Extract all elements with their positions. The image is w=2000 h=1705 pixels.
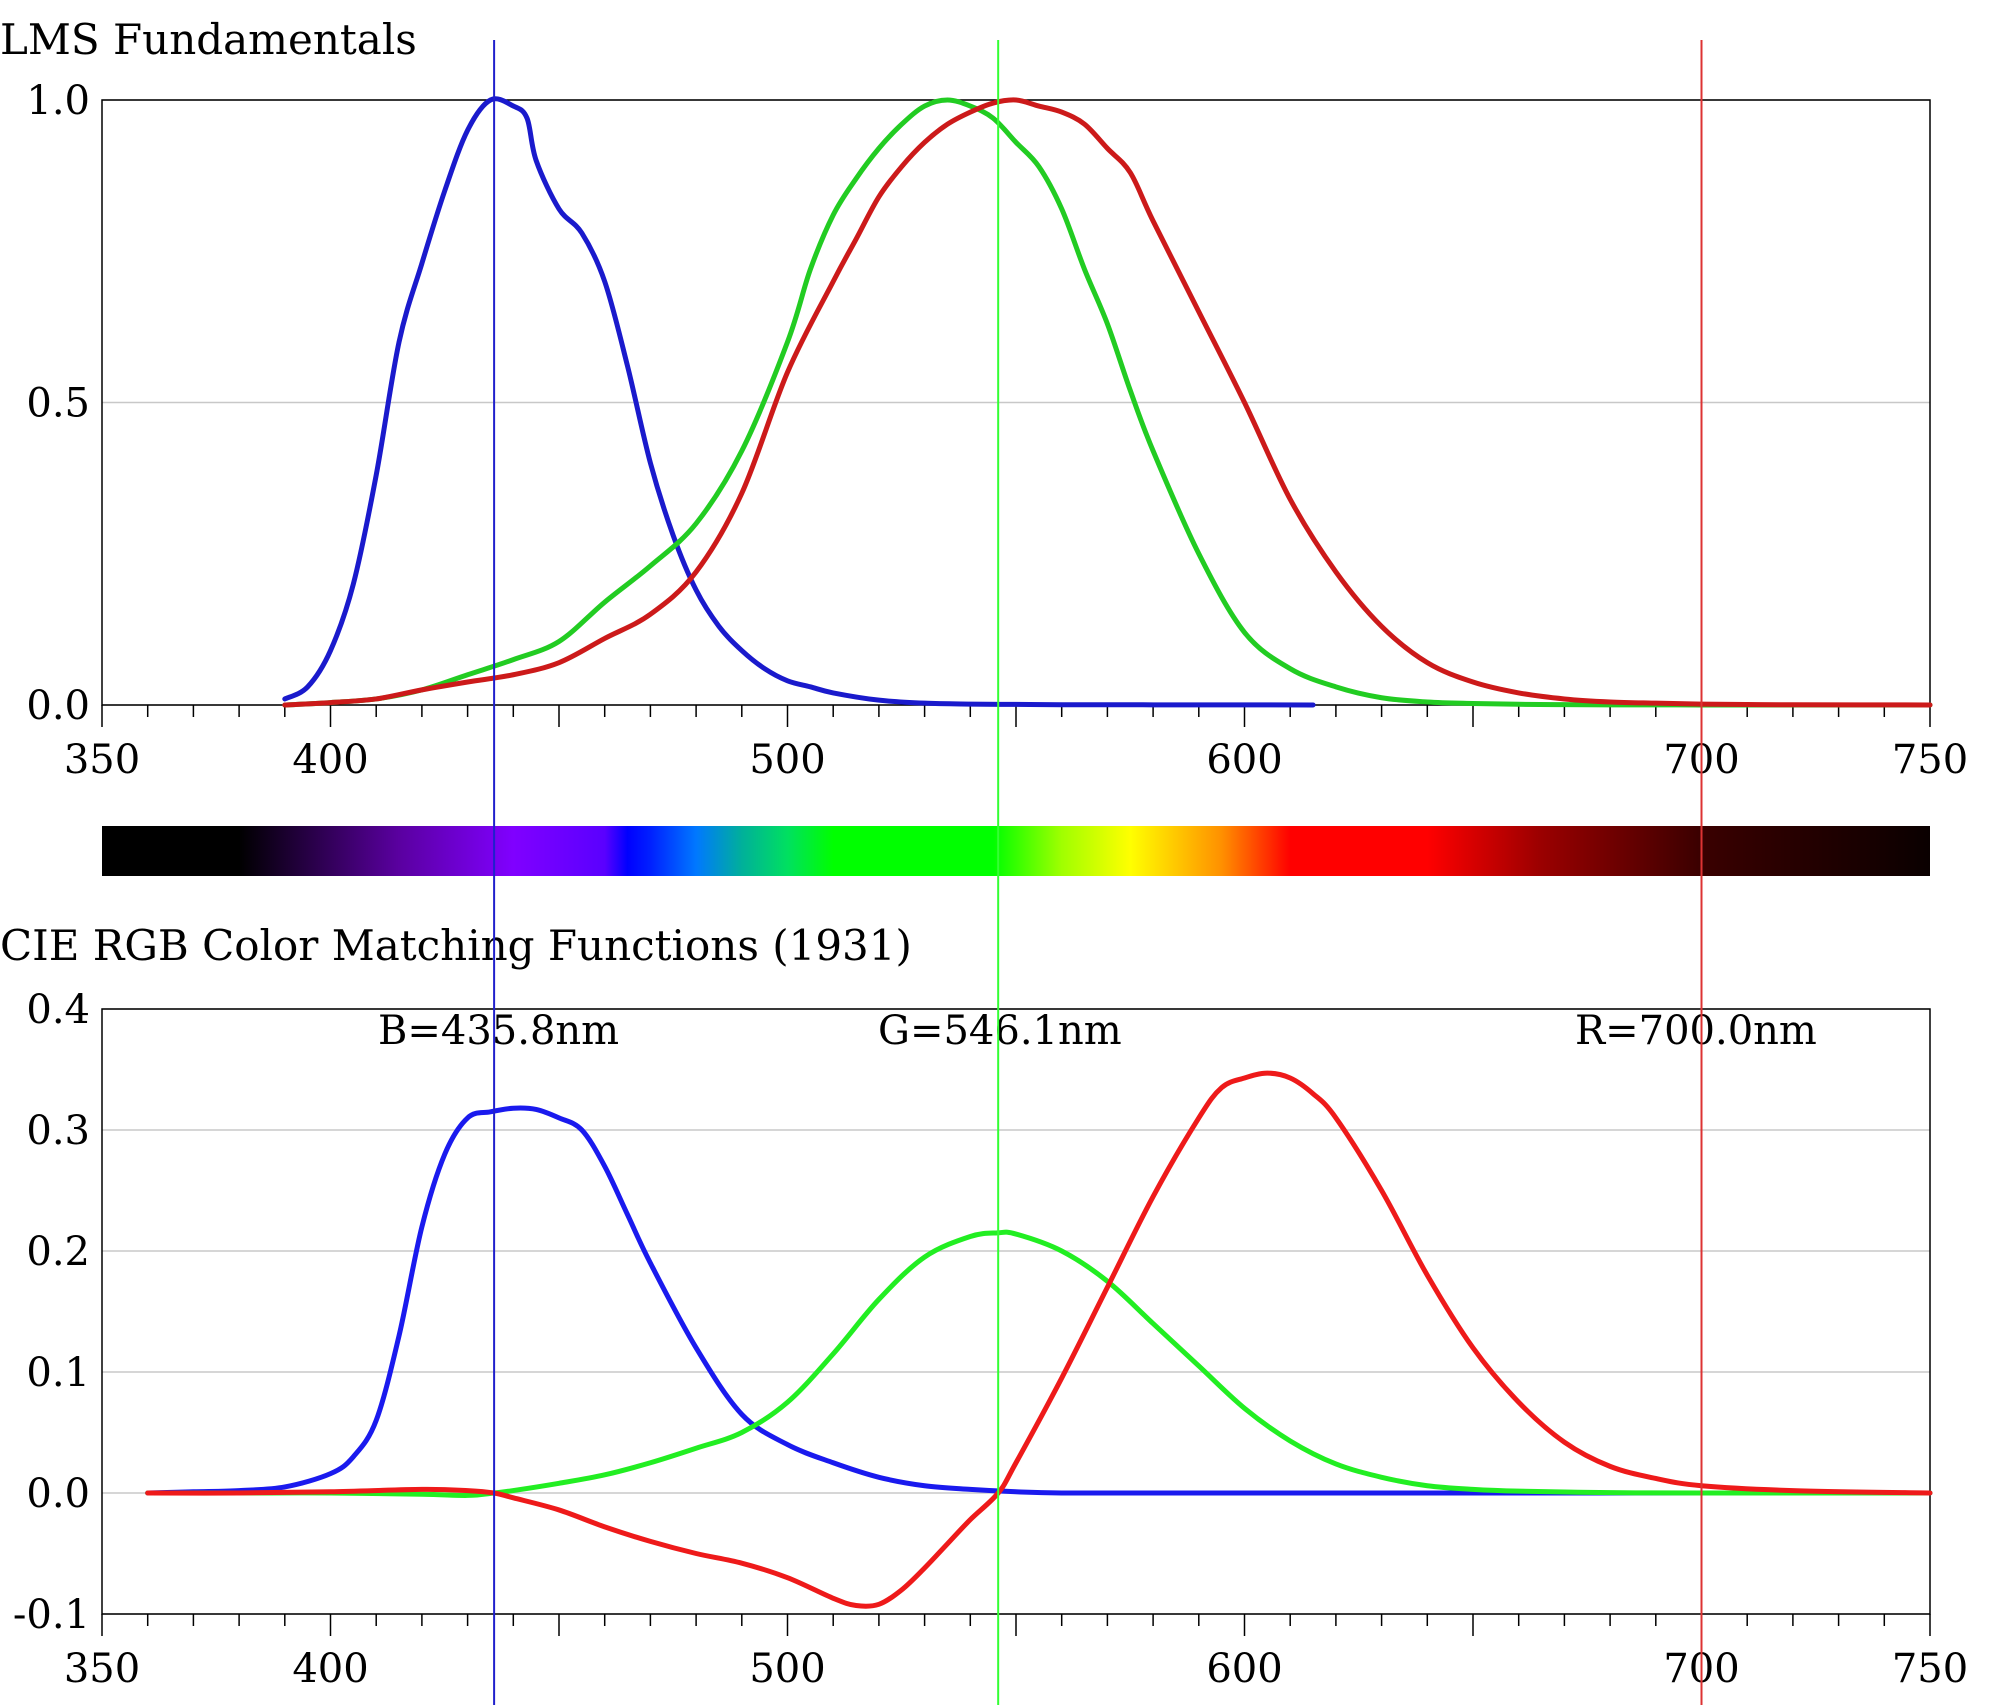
cie-x-tick-label: 750 bbox=[1892, 1646, 1968, 1692]
cie-x-tick-label: 600 bbox=[1206, 1646, 1282, 1692]
cie-plot-frame bbox=[101, 1008, 1931, 1615]
lms-x-tick-label: 500 bbox=[749, 737, 825, 783]
lms-series-L-line bbox=[282, 97, 1933, 708]
lms-x-tick-label: 350 bbox=[64, 737, 140, 783]
cie-y-tick-label: 0.4 bbox=[26, 987, 90, 1033]
annotation-b-primary: B=435.8nm bbox=[378, 1008, 619, 1054]
cie-series-r-line bbox=[145, 1070, 1933, 1609]
spectrum-bar bbox=[102, 826, 1930, 876]
cie-series bbox=[145, 1070, 1933, 1609]
lms-title: LMS Fundamentals bbox=[0, 15, 417, 64]
cie-y-tick-label: -0.1 bbox=[13, 1592, 90, 1638]
cie-y-tick-label: 0.2 bbox=[26, 1229, 90, 1275]
lms-x-tick-label: 400 bbox=[292, 737, 368, 783]
cie-y-tick-label: 0.0 bbox=[26, 1471, 90, 1517]
lms-x-tick-label: 600 bbox=[1206, 737, 1282, 783]
lms-x-tick-label: 750 bbox=[1892, 737, 1968, 783]
cie-x-tick-label: 400 bbox=[292, 1646, 368, 1692]
cie-y-tick-label: 0.3 bbox=[26, 1108, 90, 1154]
cie-series-b-line bbox=[145, 1105, 1933, 1496]
lms-series bbox=[282, 96, 1933, 708]
lms-y-tick-label: 0.5 bbox=[26, 381, 90, 427]
primary-reference-lines bbox=[493, 40, 1703, 1705]
lms-y-tick-label: 0.0 bbox=[26, 683, 90, 729]
lms-series-M-line bbox=[282, 97, 1933, 708]
lms-y-tick-label: 1.0 bbox=[26, 78, 90, 124]
cie-x-tick-label: 350 bbox=[64, 1646, 140, 1692]
cie-gridlines bbox=[102, 1008, 1930, 1615]
cie-y-tick-label: 0.1 bbox=[26, 1350, 90, 1396]
annotation-r-primary: R=700.0nm bbox=[1575, 1008, 1817, 1054]
cie-title: CIE RGB Color Matching Functions (1931) bbox=[0, 921, 912, 970]
cie-x-tick-label: 500 bbox=[749, 1646, 825, 1692]
cie-series-g-line bbox=[145, 1229, 1933, 1498]
annotation-g-primary: G=546.1nm bbox=[878, 1008, 1122, 1054]
lms-series-S-line bbox=[282, 96, 1316, 708]
cie-panel: CIE RGB Color Matching Functions (1931) … bbox=[0, 921, 1968, 1692]
lms-gridlines bbox=[102, 99, 1930, 706]
